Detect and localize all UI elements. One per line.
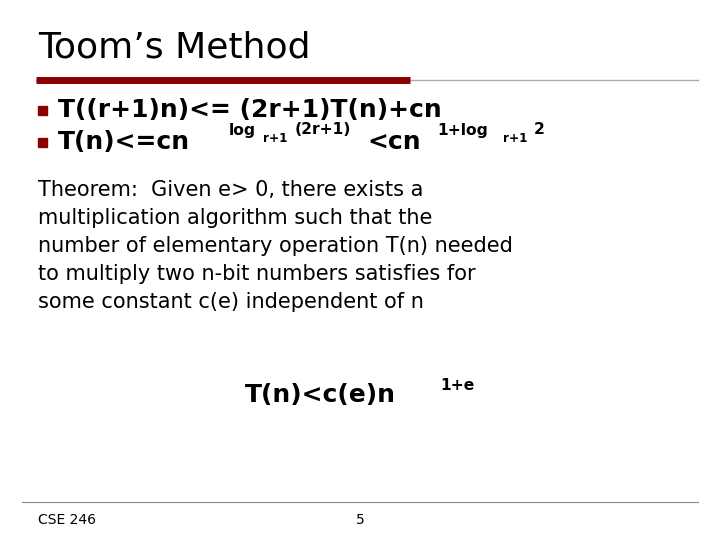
Text: 2: 2 [534, 123, 545, 138]
Text: (2r+1): (2r+1) [295, 123, 351, 138]
Text: 1+e: 1+e [440, 377, 474, 393]
Text: T(n)<=cn: T(n)<=cn [58, 130, 190, 154]
Text: Toom’s Method: Toom’s Method [38, 30, 310, 64]
Text: T((r+1)n)<= (2r+1)T(n)+cn: T((r+1)n)<= (2r+1)T(n)+cn [58, 98, 442, 122]
Text: T(n)<c(e)n: T(n)<c(e)n [245, 383, 396, 407]
Text: log: log [228, 123, 256, 138]
Text: 1+log: 1+log [437, 123, 487, 138]
Bar [38, 105, 47, 114]
Text: Theorem:  Given e> 0, there exists a
multiplication algorithm such that the
numb: Theorem: Given e> 0, there exists a mult… [38, 180, 513, 312]
Text: CSE 246: CSE 246 [38, 513, 96, 527]
Text: 5: 5 [356, 513, 364, 527]
Text: <cn: <cn [368, 130, 421, 154]
Text: r+1: r+1 [503, 132, 527, 145]
Text: r+1: r+1 [264, 132, 288, 145]
Bar [38, 138, 47, 146]
